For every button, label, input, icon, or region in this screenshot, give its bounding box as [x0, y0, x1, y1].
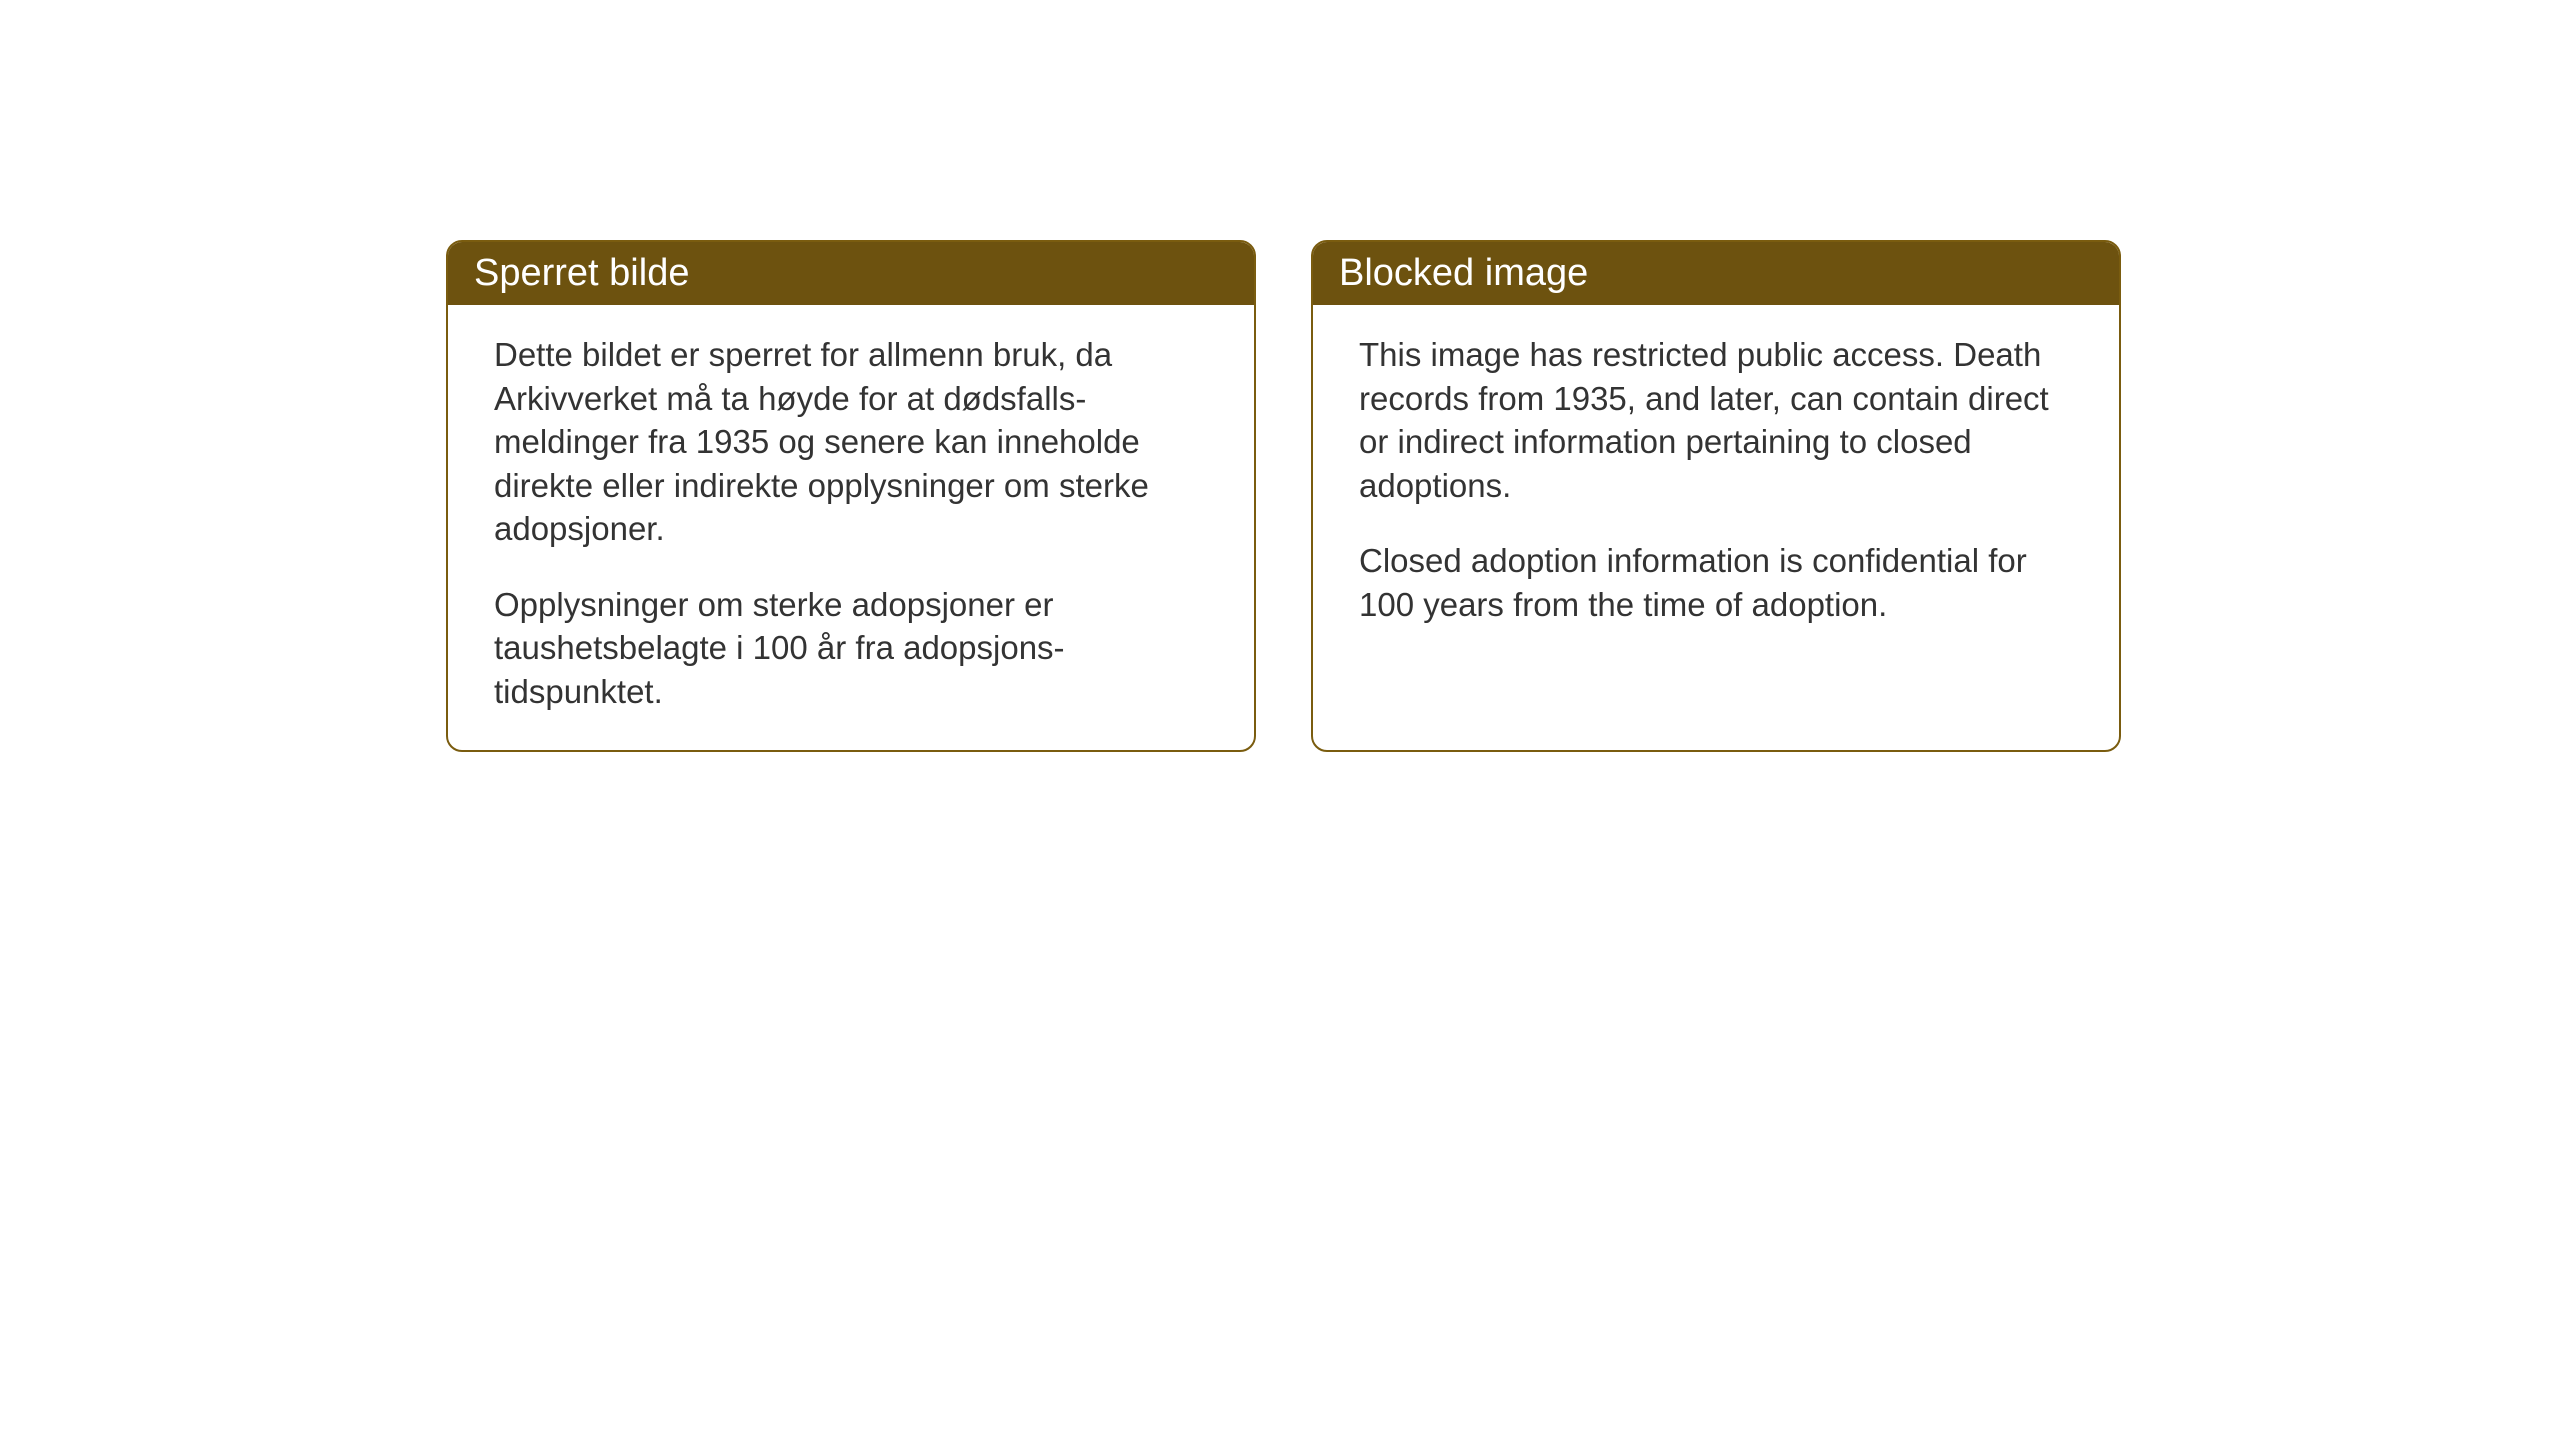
card-norwegian-paragraph-2: Opplysninger om sterke adopsjoner er tau… [494, 583, 1208, 714]
card-norwegian-body: Dette bildet er sperret for allmenn bruk… [448, 305, 1254, 752]
card-english-body: This image has restricted public access.… [1313, 305, 2119, 666]
card-english-paragraph-2: Closed adoption information is confident… [1359, 539, 2073, 626]
card-norwegian-paragraph-1: Dette bildet er sperret for allmenn bruk… [494, 333, 1208, 551]
card-norwegian: Sperret bilde Dette bildet er sperret fo… [446, 240, 1256, 752]
cards-container: Sperret bilde Dette bildet er sperret fo… [446, 240, 2121, 752]
card-norwegian-header: Sperret bilde [448, 242, 1254, 305]
card-english-paragraph-1: This image has restricted public access.… [1359, 333, 2073, 507]
card-english-header: Blocked image [1313, 242, 2119, 305]
card-english: Blocked image This image has restricted … [1311, 240, 2121, 752]
